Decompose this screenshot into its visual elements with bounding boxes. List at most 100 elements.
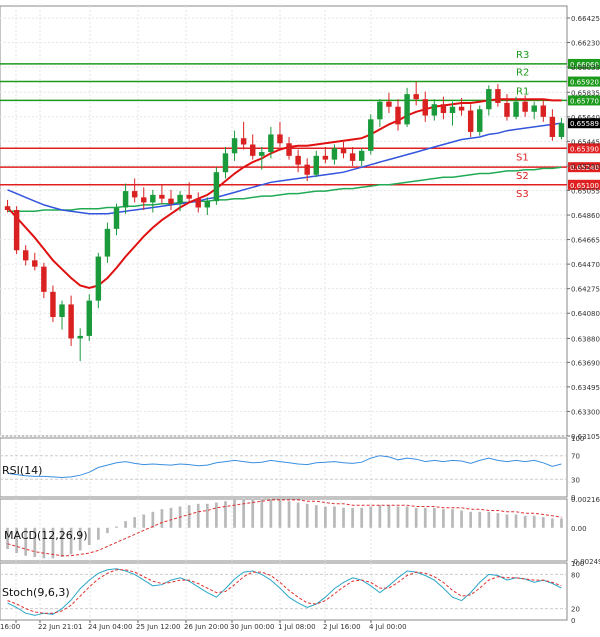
candle-body	[249, 144, 256, 156]
level-badge-s1	[568, 143, 600, 154]
candle-body	[386, 101, 392, 107]
macd-signal-line	[7, 499, 562, 557]
candle-body	[168, 198, 174, 204]
price-tick-label: 0.64860	[571, 212, 600, 220]
candles	[4, 81, 565, 362]
price-tick-label: 0.64080	[571, 310, 600, 318]
candle-body	[32, 260, 38, 267]
time-tick-label: 24 Jun 04:00	[88, 623, 132, 631]
price-tick-label: 0.65250	[571, 163, 600, 171]
candle-body	[340, 148, 347, 154]
level-name-r2: R2	[516, 68, 529, 79]
candle-body	[41, 266, 47, 292]
stoch-main-line	[7, 568, 562, 616]
level-badge-r3	[568, 58, 600, 69]
candle-body	[131, 191, 138, 198]
candle-body	[113, 207, 120, 229]
macd-panel: 0.002164 0.00 -0.002497 MACD(12,26,9)	[4, 496, 600, 566]
candle-body	[77, 335, 83, 339]
time-tick-label: 16:00	[0, 623, 20, 631]
macd-scale-label: 0.00	[571, 525, 587, 533]
price-tick-label: 0.64275	[571, 286, 600, 294]
candle-body	[4, 206, 11, 210]
macd-label: MACD(12,26,9)	[4, 529, 88, 542]
current-price-value: 0.65589	[570, 120, 599, 128]
stoch-signal-line	[7, 569, 562, 614]
candle-body	[495, 89, 501, 103]
rsi-label: RSI(14)	[2, 464, 42, 477]
candle-body	[295, 155, 301, 165]
level-value-r2: 0.65920	[570, 79, 599, 87]
candle-body	[122, 191, 129, 208]
price-tick-label: 0.63880	[571, 335, 600, 343]
candle-body	[104, 228, 111, 257]
level-badge-s2	[568, 162, 600, 173]
price-tick-label: 0.65835	[571, 89, 600, 97]
candle-body	[59, 304, 65, 318]
macd-scale-label: 0.002164	[571, 496, 600, 504]
level-name-r1: R1	[516, 86, 529, 97]
candle-body	[213, 172, 220, 202]
price-tick-label: 0.63300	[571, 408, 600, 416]
candle-body	[222, 153, 229, 173]
rsi-scale-label: 0	[571, 494, 575, 502]
candle-body	[395, 106, 401, 125]
candle-body	[358, 150, 365, 161]
candle-body	[322, 155, 329, 160]
candle-body	[150, 194, 156, 203]
price-tick-label: 0.65055	[571, 187, 600, 195]
candle-body	[50, 291, 56, 318]
candle-body	[195, 198, 201, 208]
ma-slow-line	[7, 166, 562, 212]
panel-frame-1	[0, 437, 568, 498]
stoch-scale-label: 0	[571, 617, 575, 625]
current-price-badge	[568, 118, 600, 129]
candle-body	[458, 106, 465, 111]
time-tick-label: 26 Jun 20:00	[184, 623, 228, 631]
candle-body	[313, 155, 320, 175]
support-resistance-levels: R3 0.66060 R2 0.65920 R1 0.65770 S1 0.65390 S2 0.…	[0, 50, 600, 200]
candle-body	[177, 194, 183, 204]
candle-body	[368, 119, 374, 151]
time-axis: 16:00 22 Jun 21:01 24 Jun 04:00 25 Jun 12:0…	[0, 620, 407, 631]
rsi-scale-label: 100	[571, 435, 584, 443]
candle-body	[413, 94, 419, 100]
candle-body	[259, 152, 265, 156]
rsi-panel: 100 70 30 0 RSI(14)	[0, 435, 584, 502]
price-tick-label: 0.66230	[571, 40, 600, 48]
candle-body	[95, 256, 102, 301]
candle-body	[68, 304, 74, 339]
time-tick-label: 25 Jun 12:00	[136, 623, 180, 631]
rsi-line	[7, 455, 562, 479]
candle-body	[231, 138, 238, 154]
candle-body	[404, 94, 410, 125]
macd-scale-label: -0.002497	[571, 558, 600, 566]
candle-body	[186, 194, 192, 199]
ma-mid-line	[7, 122, 562, 215]
candle-body	[240, 138, 247, 145]
level-value-r1: 0.65770	[570, 97, 599, 105]
price-tick-label: 0.63690	[571, 359, 600, 367]
rsi-scale-label: 70	[571, 453, 580, 461]
candle-body	[277, 134, 283, 144]
price-tick-label: 0.63105	[571, 433, 600, 441]
candle-body	[504, 102, 510, 117]
level-value-s3: 0.65100	[570, 182, 599, 190]
level-name-s2: S2	[516, 171, 529, 182]
time-tick-label: 2 Jul 16:00	[323, 623, 361, 631]
candle-body	[141, 197, 147, 203]
price-tick-label: 0.64470	[571, 261, 600, 269]
candle-body	[86, 300, 92, 336]
candle-body	[304, 164, 310, 175]
time-tick-label: 1 Jul 08:00	[278, 623, 316, 631]
price-axis: 0.66425 0.66230 0.66035 0.65835 0.65640 0.654…	[567, 15, 600, 441]
level-name-s1: S1	[516, 152, 529, 163]
candle-body	[531, 105, 537, 112]
candle-body	[377, 101, 383, 120]
level-name-s3: S3	[516, 189, 529, 200]
price-tick-label: 0.66035	[571, 64, 600, 72]
candle-body	[159, 194, 165, 199]
level-badge-r2	[568, 76, 600, 87]
